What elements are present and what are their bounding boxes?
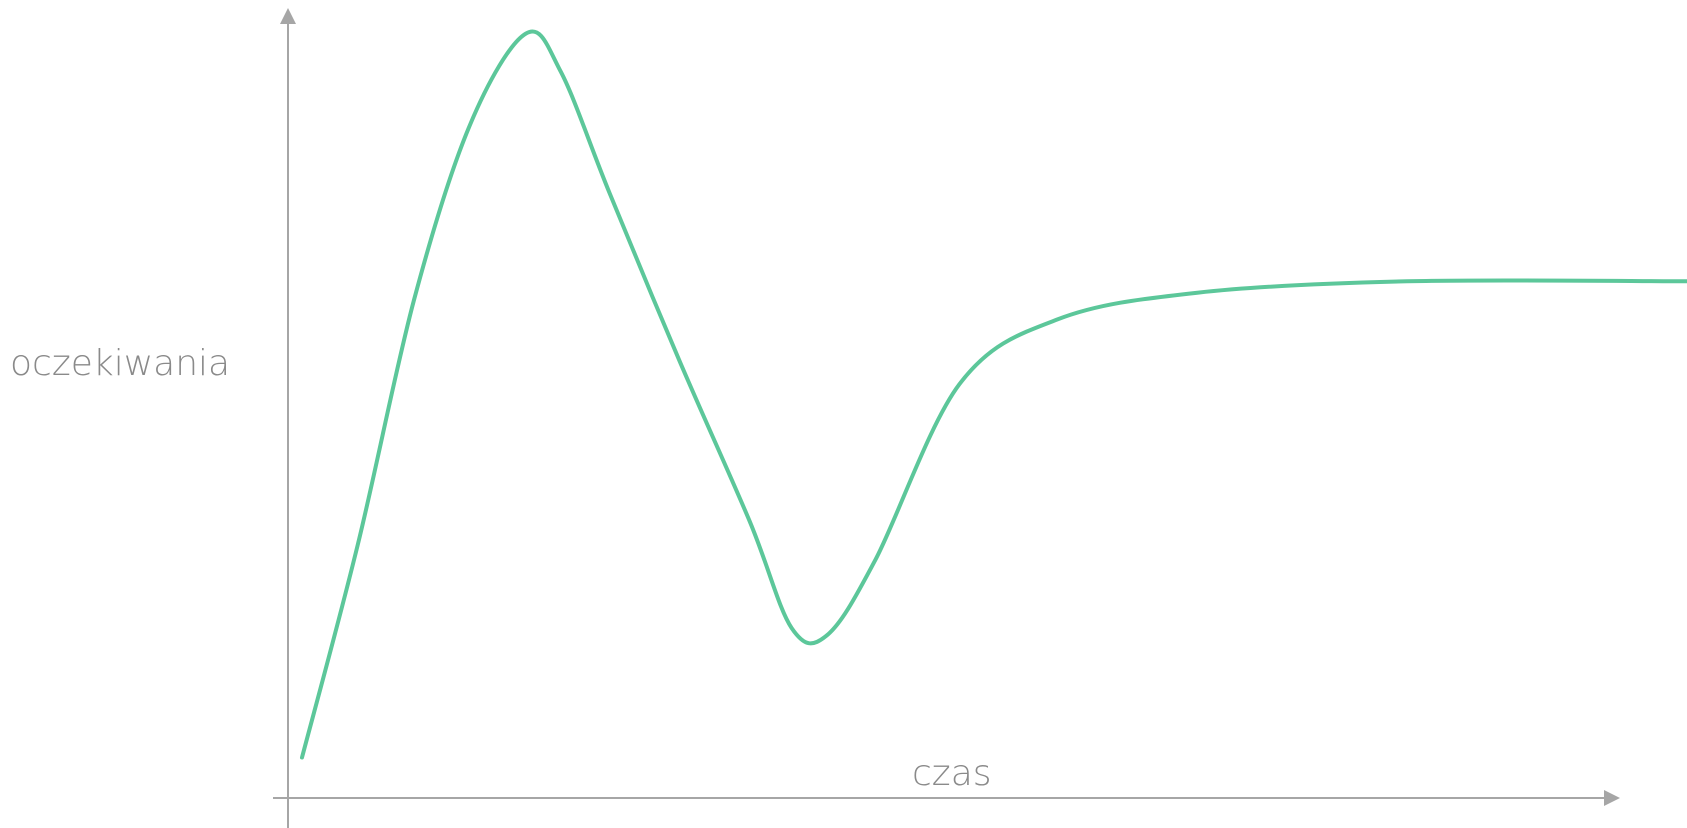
y-axis-arrow bbox=[280, 8, 296, 24]
axes bbox=[273, 8, 1620, 828]
series-line bbox=[300, 29, 1687, 760]
x-axis-arrow bbox=[1604, 790, 1620, 806]
x-axis-label: czas bbox=[912, 753, 992, 794]
y-axis-label: oczekiwania bbox=[10, 343, 230, 384]
